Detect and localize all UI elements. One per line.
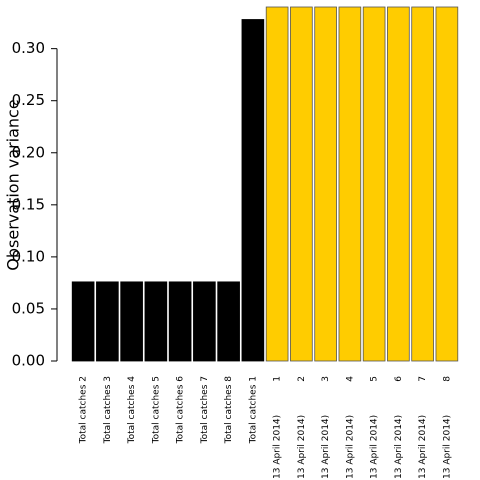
x-tick-label: Total catches 3 [103, 376, 113, 444]
bar [387, 6, 410, 362]
x-tick-label: 13 April 2014) [394, 415, 404, 479]
x-tick-label: 13 April 2014) [321, 415, 331, 479]
bar [435, 6, 459, 362]
x-tick-label: Total catches 4 [127, 376, 137, 445]
bar [144, 281, 168, 362]
x-tick-label: 13 April 2014) [273, 415, 283, 479]
y-tick-label: 0.15 [12, 195, 45, 213]
y-tick-label: 0.25 [12, 91, 45, 109]
x-tick-label: Total catches 1 [248, 376, 258, 444]
y-tick-label: 0.00 [12, 352, 45, 370]
x-tick-label: Total catches 8 [224, 376, 234, 445]
bar [96, 281, 119, 362]
x-tick-label: 13 April 2014) [442, 415, 452, 479]
bar [241, 19, 265, 362]
x-tick-label: 4 [345, 376, 355, 382]
bar [168, 281, 192, 362]
x-tick-label: 2 [297, 376, 307, 382]
x-tick-label: 7 [418, 376, 428, 382]
bar [314, 6, 337, 362]
bar [338, 6, 362, 362]
x-tick-label: 13 April 2014) [345, 415, 355, 479]
x-tick-label: 6 [394, 376, 404, 382]
x-tick-label: 13 April 2014) [370, 415, 380, 479]
bar [217, 281, 240, 362]
x-tick-label: 13 April 2014) [418, 415, 428, 479]
x-tick-label: Total catches 5 [151, 376, 161, 444]
bar [120, 281, 143, 362]
x-tick-label: 3 [321, 376, 331, 382]
bar [265, 6, 289, 362]
x-tick-label: 8 [442, 376, 452, 382]
x-tick-label: 5 [370, 376, 380, 382]
y-tick-label: 0.20 [12, 143, 45, 161]
y-tick-label: 0.10 [12, 247, 45, 265]
bar [193, 281, 216, 362]
x-tick-label: Total catches 2 [79, 376, 89, 444]
y-tick-label: 0.30 [12, 39, 45, 57]
y-axis-label: Observation variance [4, 99, 23, 270]
bar [362, 6, 386, 362]
bar [290, 6, 313, 362]
y-tick-label: 0.05 [12, 299, 45, 317]
bar [411, 6, 434, 362]
x-tick-label: 1 [273, 376, 283, 382]
bar [71, 281, 95, 362]
x-tick-label: Total catches 6 [176, 376, 186, 445]
x-tick-label: 13 April 2014) [297, 415, 307, 479]
x-tick-label: Total catches 7 [200, 376, 210, 444]
